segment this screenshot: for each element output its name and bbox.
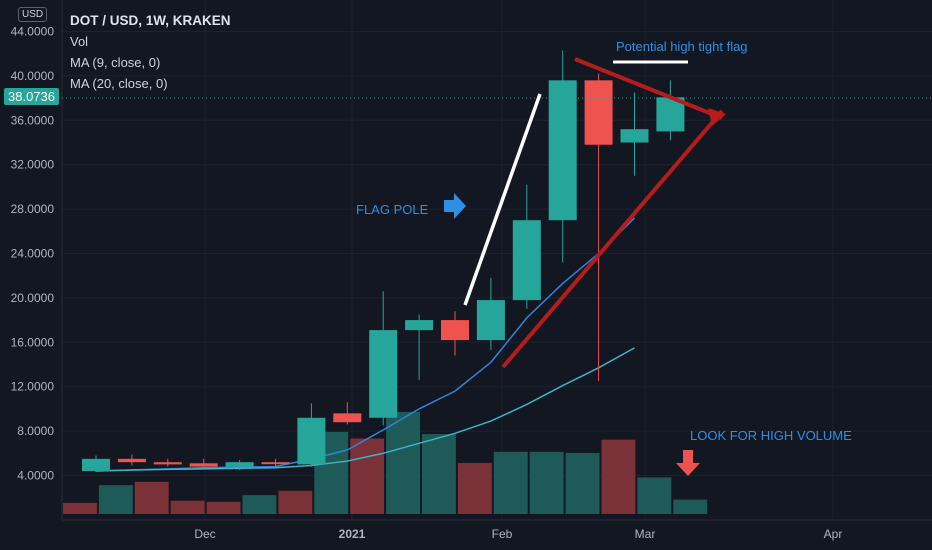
last-price-tag: 38.0736 (4, 88, 59, 105)
price-tick-label: 44.0000 (11, 25, 55, 39)
price-tick-label: 20.0000 (11, 291, 55, 305)
chart-legend: DOT / USD, 1W, KRAKEN Vol MA (9, close, … (70, 10, 231, 94)
candle[interactable] (369, 291, 398, 426)
flag-pole-arrow-icon (444, 193, 466, 219)
price-tick-label: 8.0000 (17, 424, 54, 438)
candle-body (620, 129, 649, 143)
flag-pole-line (463, 93, 542, 306)
trendline-arrowhead (708, 108, 726, 126)
candle[interactable] (548, 50, 577, 263)
price-tick-label: 36.0000 (11, 113, 55, 127)
volume-bar (493, 451, 528, 514)
flag-upper-trendline (574, 57, 723, 120)
candle-body (153, 462, 182, 465)
price-tick-label: 4.0000 (17, 469, 54, 483)
candle-body (261, 462, 290, 465)
high-tight-flag-annotation: Potential high tight flag (616, 39, 748, 54)
candle[interactable] (441, 311, 469, 356)
volume-bar (457, 462, 492, 514)
volume-bar (63, 502, 97, 514)
volume-bar (637, 477, 672, 514)
candle[interactable] (333, 402, 362, 425)
volume-bar (242, 495, 277, 514)
currency-badge[interactable]: USD (18, 7, 48, 22)
price-tick-label: 28.0000 (11, 202, 55, 216)
time-tick-label: Apr (824, 527, 843, 541)
price-tick-label: 40.0000 (11, 69, 55, 83)
candle[interactable] (656, 80, 685, 141)
volume-bar (422, 434, 456, 514)
legend-vol[interactable]: Vol (70, 34, 89, 49)
candle[interactable] (117, 454, 146, 466)
volume-bar (386, 411, 420, 514)
candle-body (405, 320, 434, 331)
grid-lines (61, 0, 932, 521)
legend-ma20[interactable]: MA (20, close, 0) (70, 76, 168, 91)
volume-bar (206, 501, 241, 514)
volume-bar (170, 500, 205, 514)
volume-bar (134, 481, 169, 514)
time-axis: Dec 2021 Feb Mar Apr (194, 527, 842, 541)
candle[interactable] (153, 458, 182, 467)
symbol-title[interactable]: DOT / USD, 1W, KRAKEN (70, 13, 231, 28)
candle-body (476, 300, 505, 341)
candle[interactable] (189, 458, 218, 469)
candle[interactable] (297, 403, 326, 467)
candle-body (584, 80, 613, 145)
volume-bar (601, 439, 636, 514)
price-axis: 4.0000 8.0000 12.0000 16.0000 20.0000 24.0000… (11, 25, 55, 483)
price-tick-label: 32.0000 (11, 158, 55, 172)
volume-arrow-icon (676, 450, 700, 476)
candle[interactable] (405, 314, 434, 381)
candle-body (369, 330, 398, 418)
candle[interactable] (261, 458, 290, 467)
candle-body (441, 320, 469, 341)
candle-body (117, 458, 146, 463)
time-tick-label: 2021 (339, 527, 366, 541)
candle[interactable] (512, 184, 541, 309)
volume-bar (278, 490, 313, 514)
candle[interactable] (620, 92, 649, 176)
ma20-line (95, 347, 635, 472)
candle-body (512, 220, 541, 301)
volume-bar (565, 452, 600, 514)
price-tick-label: 12.0000 (11, 380, 55, 394)
time-tick-label: Dec (194, 527, 215, 541)
candle-body (548, 80, 577, 221)
high-volume-annotation: LOOK FOR HIGH VOLUME (690, 428, 852, 443)
volume-bar (98, 485, 133, 514)
candle-body (225, 462, 254, 467)
candle-body (82, 458, 110, 472)
volume-bars (63, 411, 708, 514)
price-tick-label: 24.0000 (11, 247, 55, 261)
volume-bar (350, 438, 385, 514)
volume-bar (673, 499, 708, 514)
time-tick-label: Feb (492, 527, 513, 541)
candle[interactable] (82, 455, 110, 473)
flag-lower-trendline (501, 109, 724, 369)
volume-bar (529, 451, 564, 514)
candle[interactable] (225, 459, 254, 470)
flag-pole-annotation: FLAG POLE (356, 202, 429, 217)
candle[interactable] (584, 73, 613, 382)
time-tick-label: Mar (635, 527, 656, 541)
candle[interactable] (476, 277, 505, 351)
candlesticks (82, 50, 685, 473)
moving-averages (95, 217, 636, 472)
price-tick-label: 16.0000 (11, 335, 55, 349)
legend-ma9[interactable]: MA (9, close, 0) (70, 55, 161, 70)
candle-body (333, 413, 362, 423)
candle-body (189, 463, 218, 467)
candle-body (297, 417, 326, 465)
ma9-line (95, 217, 636, 472)
